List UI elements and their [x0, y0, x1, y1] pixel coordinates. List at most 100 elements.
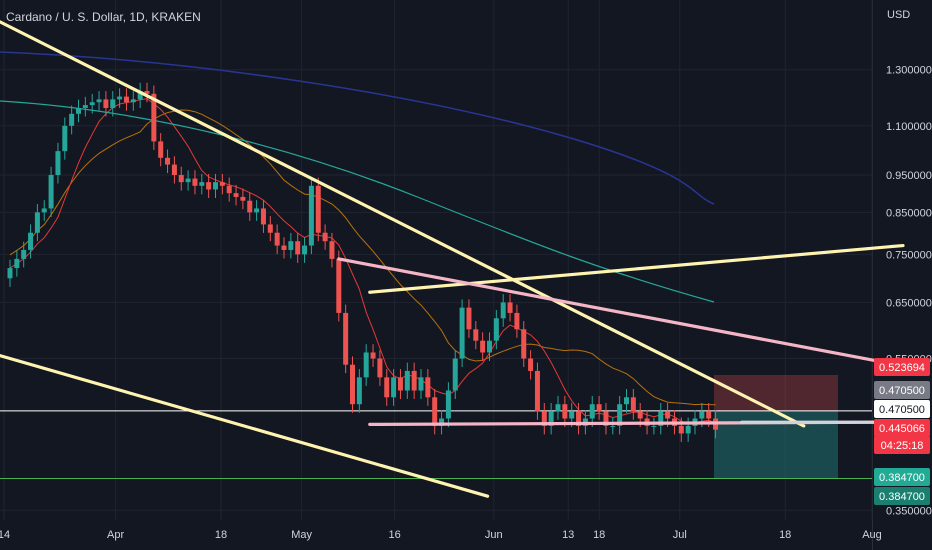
candle-body: [21, 249, 27, 259]
candle-body: [685, 425, 691, 434]
candle-body: [302, 245, 308, 255]
candle-body: [480, 340, 486, 353]
candle-body: [240, 196, 246, 201]
candle-body: [82, 105, 88, 108]
candle-body: [603, 411, 609, 426]
stop-zone: [714, 374, 838, 411]
candle-body: [569, 411, 575, 419]
price-label: 0.445066: [879, 423, 925, 435]
candle-body: [322, 232, 328, 242]
candle-body: [404, 370, 410, 391]
x-tick-label: 18: [215, 529, 227, 541]
candle-body: [411, 370, 417, 391]
candle-body: [158, 141, 164, 158]
candle-body: [213, 182, 218, 190]
currency-label[interactable]: USD: [887, 9, 911, 21]
price-label-bg: [874, 381, 930, 399]
candle-body: [89, 102, 95, 106]
candle-body: [254, 208, 260, 213]
price-label-bg: [874, 487, 930, 505]
candle-body: [69, 113, 75, 126]
candle-body: [706, 411, 712, 419]
candle-body: [41, 208, 47, 213]
candle-body: [123, 96, 129, 103]
candle-body: [288, 241, 294, 250]
candle-body: [76, 107, 81, 114]
candle-body: [610, 425, 616, 427]
y-tick-label: 0.350000: [886, 505, 932, 517]
orange-ma: [9, 109, 716, 406]
candle-body: [534, 370, 540, 412]
x-tick-label: 14: [0, 529, 10, 541]
candle-body: [55, 151, 61, 176]
candle-body: [206, 182, 212, 190]
candle-body: [528, 358, 534, 371]
candle-body: [226, 185, 232, 194]
price-label-bg: [874, 400, 930, 418]
candle-body: [445, 390, 451, 419]
red-ma: [9, 98, 716, 424]
x-tick-label: 18: [779, 529, 791, 541]
lower-descending: [0, 353, 490, 498]
candle-body: [130, 99, 136, 103]
y-tick-label: 0.850000: [886, 207, 932, 219]
candle-body: [267, 224, 273, 233]
candle-body: [521, 329, 527, 359]
candle-body: [363, 352, 369, 378]
candle-body: [487, 340, 492, 353]
candle-body: [665, 411, 671, 419]
candle-body: [514, 312, 520, 330]
candle-body: [432, 397, 438, 426]
y-tick-label: 1.100000: [886, 121, 932, 133]
candle-body: [28, 232, 34, 250]
candle-body: [199, 182, 205, 186]
candle-body: [165, 157, 171, 165]
candle-body: [274, 232, 280, 246]
y-tick-label: 1.300000: [886, 65, 932, 77]
x-tick-label: Aug: [862, 529, 882, 541]
candle-body: [425, 377, 431, 398]
candle-body: [96, 99, 102, 103]
candle-body: [308, 185, 314, 246]
candle-body: [473, 329, 479, 341]
candle-body: [233, 193, 239, 197]
candle-body: [247, 200, 253, 213]
candle-body: [281, 245, 287, 250]
candle-body: [34, 212, 40, 233]
candle-body: [315, 185, 321, 233]
candle-body: [151, 93, 157, 142]
upper-descending: [0, 20, 806, 428]
y-tick-label: 0.950000: [886, 170, 932, 182]
candle-body: [391, 377, 397, 398]
price-label: 0.470500: [879, 385, 925, 397]
candle-body: [185, 178, 191, 183]
candle-body: [171, 164, 177, 176]
symbol-title[interactable]: Cardano / U. S. Dollar, 1D, KRAKEN: [6, 10, 201, 24]
candle-body: [397, 377, 403, 391]
candle-body: [110, 99, 116, 108]
candle-body: [562, 404, 568, 419]
candle-body: [103, 99, 109, 108]
candle-body: [459, 307, 465, 359]
y-tick-label: 0.650000: [886, 297, 932, 309]
ascending-resistance: [368, 243, 905, 294]
candle-body: [541, 411, 547, 426]
candle-body: [466, 307, 472, 330]
candle-body: [418, 377, 424, 391]
candle-body: [589, 404, 595, 419]
candle-body: [651, 425, 657, 427]
candle-body: [384, 377, 390, 398]
price-label: 0.384700: [879, 472, 925, 484]
candle-body: [617, 404, 623, 426]
candle-body: [596, 404, 602, 412]
candle-body: [7, 268, 13, 279]
candle-body: [329, 241, 335, 259]
candle-body: [452, 358, 458, 391]
candle-body: [350, 364, 355, 405]
x-tick-label: Jul: [673, 529, 687, 541]
candle-body: [699, 411, 705, 419]
candle-body: [507, 302, 513, 313]
candle-body: [630, 397, 636, 412]
candle-body: [678, 425, 684, 434]
